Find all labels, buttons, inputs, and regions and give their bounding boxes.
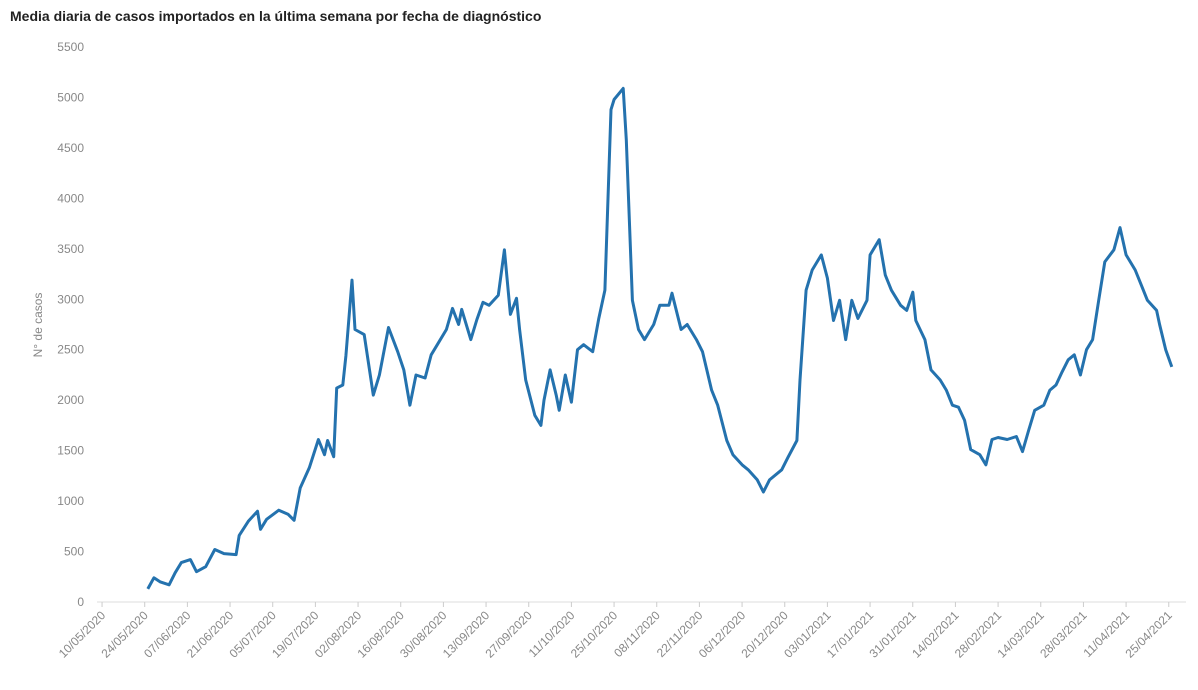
data-line (146, 86, 1174, 590)
y-tick-label: 1000 (57, 494, 84, 508)
y-tick-label: 4000 (57, 191, 84, 205)
y-tick-label: 2000 (57, 393, 84, 407)
y-tick-label: 4500 (57, 141, 84, 155)
y-tick-label: 3500 (57, 242, 84, 256)
y-tick-label: 1500 (57, 444, 84, 458)
chart-title: Media diaria de casos importados en la ú… (10, 8, 541, 24)
y-tick-label: 0 (77, 595, 84, 609)
x-tick-label: 25/04/2021 (1123, 608, 1176, 661)
y-tick-label: 3000 (57, 292, 84, 306)
y-tick-label: 500 (64, 545, 84, 559)
y-tick-label: 5500 (57, 40, 84, 54)
y-axis-title: N° de casos (31, 293, 45, 358)
y-tick-label: 2500 (57, 343, 84, 357)
y-tick-label: 5000 (57, 90, 84, 104)
